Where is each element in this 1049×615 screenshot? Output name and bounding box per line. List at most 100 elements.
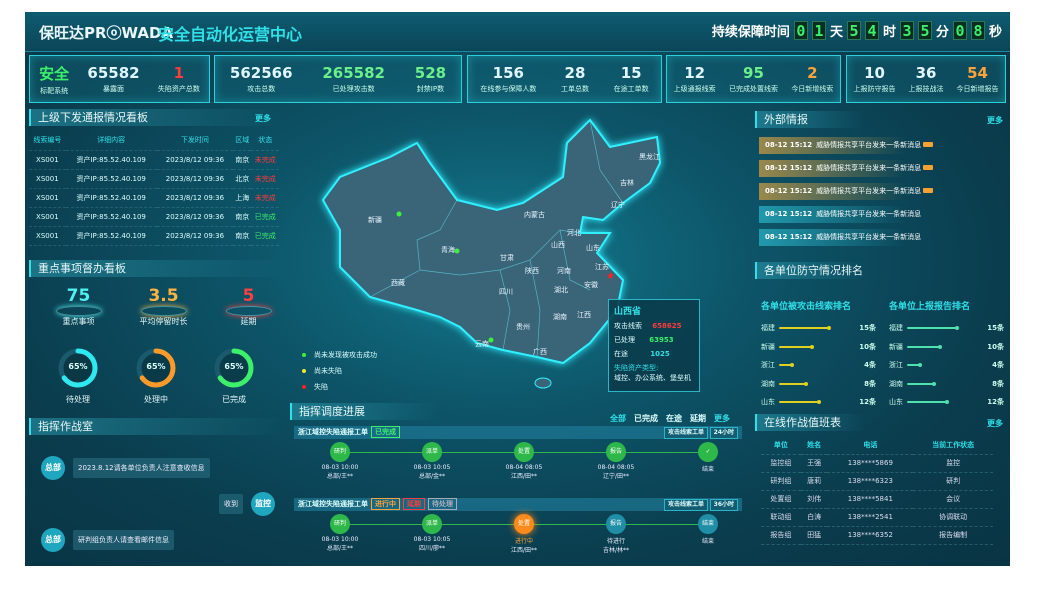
intel-time: 08-12 15:12 [765, 141, 813, 149]
ranking-row: 浙江 4条 [889, 360, 1004, 370]
table-row[interactable]: 监控组 王强 138****5869 监控 [761, 454, 993, 473]
province-label: 内蒙古 [524, 211, 545, 219]
intel-item[interactable]: 08-12 15:12 威胁情报共享平台发来一条新消息 [759, 206, 1004, 223]
legend-item: 失陷 [302, 382, 377, 392]
stat-group: 562566 攻击总数 265582 已处理攻击数 528 封禁IP数 [214, 55, 462, 103]
step-node: 处置 [514, 514, 534, 534]
intel-item[interactable]: 08-12 15:12 威胁情报共享平台发来一条新消息 [759, 137, 1004, 154]
stat-item: 265582 已处理攻击数 [322, 64, 385, 94]
table-row[interactable]: 处置组 刘伟 138****5841 会议 [761, 490, 993, 509]
cell-time: 2023/8/12 09:36 [156, 169, 234, 189]
ranking-bar-end [955, 326, 959, 330]
ranking-bar-end [790, 363, 795, 367]
ranking-bar-end [803, 381, 808, 386]
ranking-bar [907, 401, 947, 403]
intel-time: 08-12 15:12 [765, 164, 813, 172]
stat-item: 28 工单总数 [561, 64, 589, 94]
table-row[interactable]: XS001 资产IP:85.52.40.109 2023/8/12 09:36 南京已… [29, 226, 279, 246]
panel-title: 外部情报 [755, 111, 865, 128]
stat-item: 65582 暴露面 [87, 64, 139, 94]
step-line2: 江西/田** [510, 547, 538, 554]
column-header: 当前工作状态 [913, 436, 993, 455]
intel-item[interactable]: 08-12 15:12 威胁情报共享平台发来一条新消息 [759, 229, 1004, 246]
table-row[interactable]: XS001 资产IP:85.52.40.109 2023/8/12 09:36 上海未… [29, 188, 279, 208]
ring-label: 待处理 [66, 395, 90, 404]
stat-item: 95 已完成处置线索 [729, 64, 778, 94]
step-line1: 待进行 [606, 538, 625, 545]
stat-label: 上报防守报告 [853, 85, 896, 93]
column-header: 线索编号 [29, 131, 66, 151]
stat-group: 156 在线参与保障人数 28 工单总数 15 在途工单数 [467, 55, 662, 103]
cell-detail: 资产IP:85.52.40.109 [65, 188, 157, 208]
avatar: 监控 [251, 492, 275, 516]
tab-0[interactable]: 全部 [610, 414, 626, 423]
cell-region: 上海 [233, 188, 252, 208]
intel-item[interactable]: 08-12 15:12 威胁情报共享平台发来一条新消息 [759, 160, 1004, 177]
table-row[interactable]: 联动组 白涛 138****2541 协调联动 [761, 508, 993, 527]
ring-graphic: 65% [134, 346, 178, 390]
work-order-bar[interactable]: 浙江域控失陷通报工单 已完成 攻击线索工单 24小时 [294, 426, 742, 439]
stat-item: 36 上报技战法 [909, 64, 944, 94]
status-tag: 延期 [403, 498, 425, 510]
intel-item[interactable]: 08-12 15:12 威胁情报共享平台发来一条新消息 [759, 183, 1004, 200]
step-node: 派单 [422, 442, 442, 462]
panel-title: 在线作战值班表 [755, 414, 865, 431]
china-map[interactable]: ★ 新疆 青海 西藏 内蒙古 黑龙江 吉林 辽宁 河北 山西 山东 甘肃 陕西 河南 江苏 安徽 四川 湖北 湖南… [290, 110, 750, 402]
step-node: 研判 [330, 514, 350, 534]
stat-value: 54 [967, 64, 988, 82]
cell: 研判 [913, 472, 993, 491]
ranking-row: 新疆 10条 [889, 342, 1004, 352]
avatar: 总部 [41, 528, 65, 552]
cell: 会议 [913, 490, 993, 509]
ring-graphic: 65% [212, 346, 256, 390]
ranking-bar [907, 345, 941, 348]
tooltip-label: 已处理 [614, 336, 635, 344]
tab-3[interactable]: 延期 [690, 414, 706, 423]
tooltip-label: 在途 [614, 350, 628, 358]
stat-label: 工单总数 [560, 85, 589, 93]
cell: 138****2541 [827, 508, 914, 527]
table-row[interactable]: 研判组 唐莉 138****6323 研判 [761, 472, 993, 491]
chat-message: 总部 研判组负责人请查看邮件信息 [41, 528, 174, 552]
stat-item: 156 在线参与保障人数 [480, 64, 536, 94]
more-link[interactable]: 更多 [714, 414, 730, 423]
stat-item: 15 在途工单数 [614, 64, 649, 94]
tab-2[interactable]: 在途 [666, 414, 682, 423]
cell-status: 已完成 [251, 226, 279, 246]
stat-item: 54 今日新增报告 [957, 64, 999, 94]
cell-detail: 资产IP:85.52.40.109 [65, 169, 157, 189]
stat-group: 10 上报防守报告 36 上报技战法 54 今日新增报告 [846, 55, 1006, 103]
stat-value: 15 [620, 64, 642, 82]
status-tag: 进行中 [371, 498, 400, 510]
table-row[interactable]: XS001 资产IP:85.52.40.109 2023/8/12 09:36 南京未… [29, 150, 279, 170]
ranking-bar [907, 382, 934, 385]
table-row[interactable]: XS001 资产IP:85.52.40.109 2023/8/12 09:36 北京未… [29, 169, 279, 189]
stat-item: 528 封禁IP数 [415, 64, 446, 94]
stat-value: 12 [684, 64, 706, 82]
metric-value: 75 [66, 286, 91, 306]
table-row[interactable]: 报告组 田猛 138****6352 报告编制 [761, 526, 993, 545]
ranking-bar-end [827, 326, 831, 330]
step-line2: 总部/王** [326, 473, 354, 480]
ranking-subtitle: 各单位被攻击线索排名 [761, 302, 852, 312]
ranking-bar [779, 401, 819, 403]
intel-text: 威胁情报共享平台发来一条新消息 [816, 164, 922, 172]
ranking-bar [907, 364, 921, 366]
more-link[interactable]: 更多 [987, 419, 1003, 428]
legend-dot-icon [302, 353, 306, 357]
work-order-bar[interactable]: 浙江域控失陷通报工单 进行中 延期 待处理 攻击线索工单 36小时 [294, 498, 742, 511]
ranking-bar-end [918, 363, 923, 367]
province-label: 山西 [551, 241, 565, 249]
more-link[interactable]: 更多 [987, 116, 1003, 125]
province-label: 陕西 [525, 267, 539, 275]
cell-region: 南京 [233, 207, 252, 227]
cell: 报告组 [761, 526, 801, 545]
digit: 4 [864, 21, 879, 40]
ranking-value: 12条 [987, 398, 1004, 406]
new-badge-icon [923, 165, 934, 170]
table-row[interactable]: XS001 资产IP:85.52.40.109 2023/8/12 09:36 南京已… [29, 207, 279, 227]
tab-1[interactable]: 已完成 [634, 414, 658, 423]
more-link[interactable]: 更多 [255, 114, 271, 123]
step-line2: 总部/王** [326, 545, 354, 552]
